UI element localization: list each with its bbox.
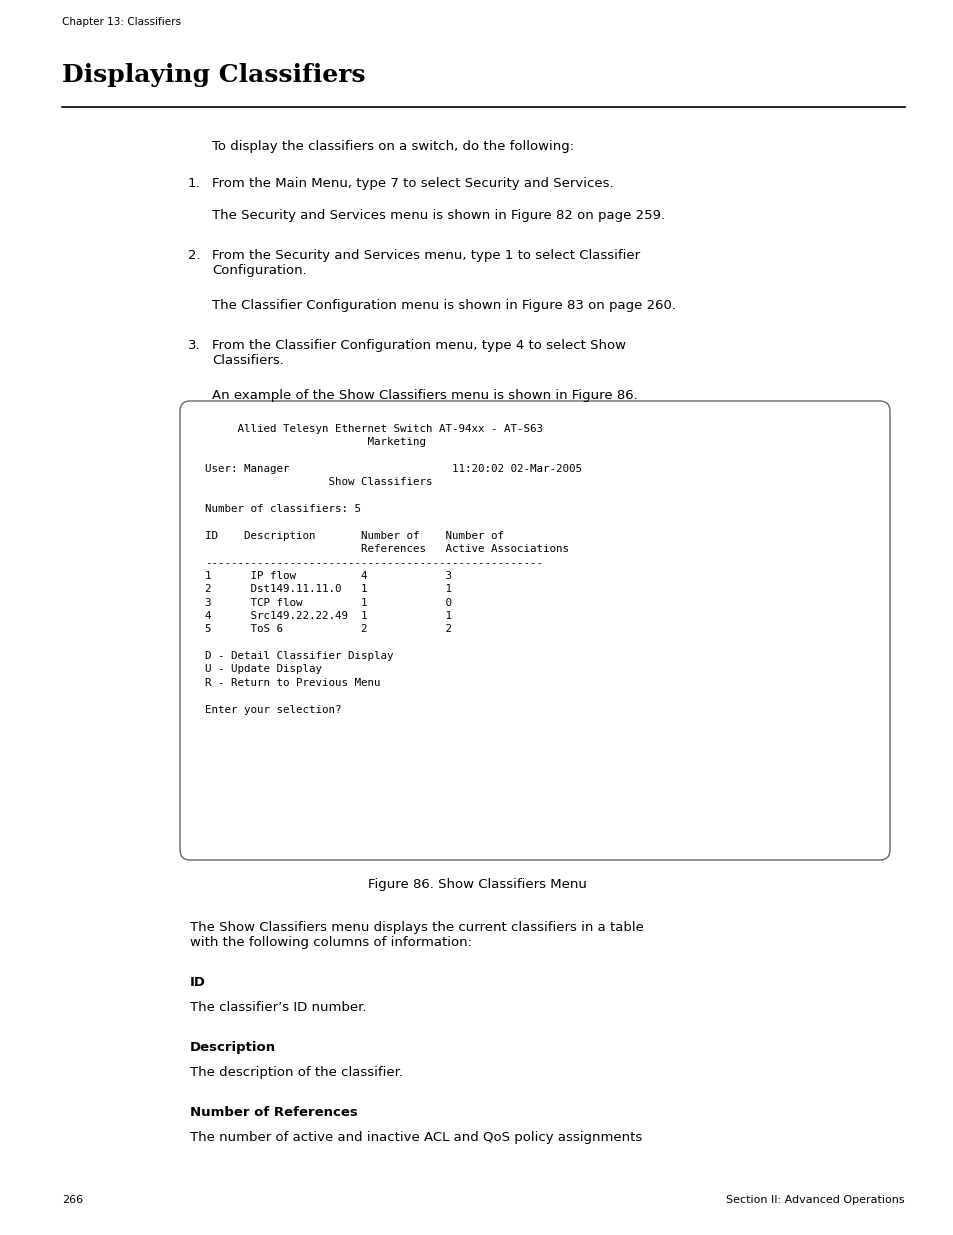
Text: The Security and Services menu is shown in Figure 82 on page 259.: The Security and Services menu is shown … bbox=[212, 209, 664, 222]
Text: Allied Telesyn Ethernet Switch AT-94xx - AT-S63
                         Marketi: Allied Telesyn Ethernet Switch AT-94xx -… bbox=[205, 424, 581, 715]
FancyBboxPatch shape bbox=[180, 401, 889, 860]
Text: Section II: Advanced Operations: Section II: Advanced Operations bbox=[725, 1195, 904, 1205]
Text: Chapter 13: Classifiers: Chapter 13: Classifiers bbox=[62, 17, 181, 27]
Text: 1.: 1. bbox=[188, 177, 200, 190]
Text: The classifier’s ID number.: The classifier’s ID number. bbox=[190, 1002, 366, 1014]
Text: To display the classifiers on a switch, do the following:: To display the classifiers on a switch, … bbox=[212, 140, 574, 153]
Text: 266: 266 bbox=[62, 1195, 83, 1205]
Text: 2.: 2. bbox=[188, 249, 200, 262]
Text: ID: ID bbox=[190, 976, 206, 989]
Text: Figure 86. Show Classifiers Menu: Figure 86. Show Classifiers Menu bbox=[367, 878, 586, 890]
Text: From the Classifier Configuration menu, type 4 to select Show
Classifiers.: From the Classifier Configuration menu, … bbox=[212, 338, 625, 367]
Text: From the Main Menu, type 7 to select Security and Services.: From the Main Menu, type 7 to select Sec… bbox=[212, 177, 613, 190]
Text: An example of the Show Classifiers menu is shown in Figure 86.: An example of the Show Classifiers menu … bbox=[212, 389, 638, 403]
Text: 3.: 3. bbox=[188, 338, 200, 352]
Text: From the Security and Services menu, type 1 to select Classifier
Configuration.: From the Security and Services menu, typ… bbox=[212, 249, 639, 277]
Text: The Show Classifiers menu displays the current classifiers in a table
with the f: The Show Classifiers menu displays the c… bbox=[190, 921, 643, 948]
Text: The number of active and inactive ACL and QoS policy assignments: The number of active and inactive ACL an… bbox=[190, 1131, 641, 1144]
Text: Description: Description bbox=[190, 1041, 275, 1053]
Text: The description of the classifier.: The description of the classifier. bbox=[190, 1066, 402, 1079]
Text: The Classifier Configuration menu is shown in Figure 83 on page 260.: The Classifier Configuration menu is sho… bbox=[212, 299, 676, 312]
Text: Displaying Classifiers: Displaying Classifiers bbox=[62, 63, 365, 86]
Text: Number of References: Number of References bbox=[190, 1107, 357, 1119]
